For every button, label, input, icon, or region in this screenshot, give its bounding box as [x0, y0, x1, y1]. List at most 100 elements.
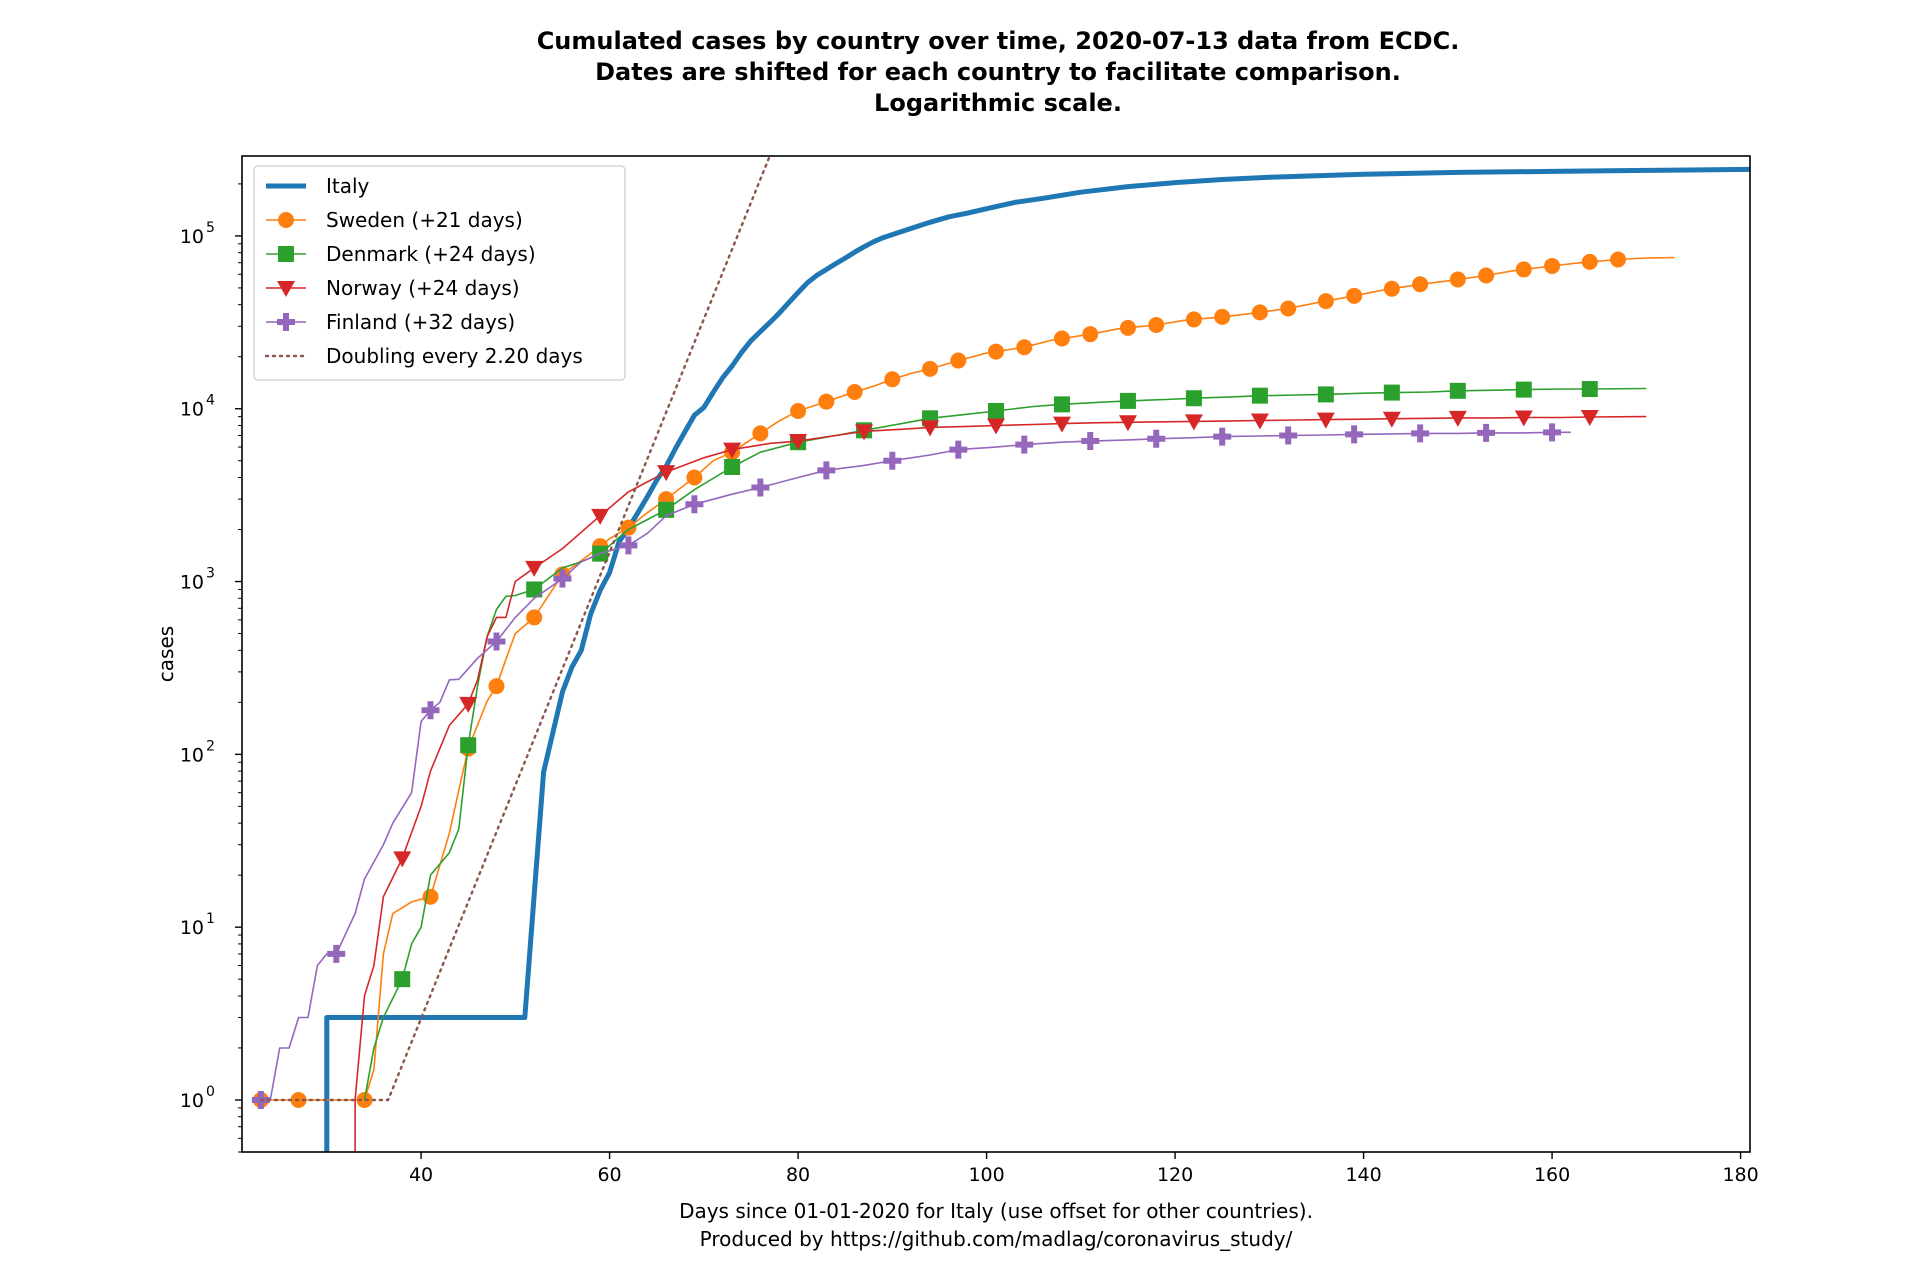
series-3-marker-15	[1317, 386, 1334, 403]
series-line-5	[260, 431, 1571, 1101]
legend-label-1: Italy	[326, 174, 370, 198]
series-2-marker-36	[1478, 267, 1495, 284]
series-2-marker-37	[1515, 261, 1532, 278]
legend-marker-5	[277, 313, 295, 331]
legend-label-6: Doubling every 2.20 days	[326, 344, 583, 368]
series-2-marker-7	[526, 609, 543, 626]
y-tick-label-4: 10	[180, 572, 204, 594]
series-5-marker-9	[817, 461, 836, 480]
series-5-marker-10	[883, 451, 902, 470]
series-4-marker-3	[525, 560, 544, 577]
chart-title-line-1: Cumulated cases by country over time, 20…	[537, 27, 1460, 55]
series-3-marker-19	[1581, 381, 1598, 398]
series-2-marker-24	[1082, 326, 1099, 343]
series-2-marker-28	[1214, 308, 1231, 325]
series-2-marker-38	[1544, 257, 1561, 274]
series-4-marker-19	[1580, 410, 1599, 427]
series-line-3	[363, 387, 1647, 1101]
series-4-marker-6	[723, 442, 742, 459]
series-5-marker-2	[327, 944, 346, 963]
series-2-marker-19	[922, 360, 939, 377]
series-5-marker-8	[751, 478, 770, 497]
series-2-marker-31	[1317, 293, 1334, 310]
y-tick-label-5: 10	[180, 399, 204, 421]
series-4-marker-2	[459, 696, 478, 713]
series-2-marker-21	[988, 343, 1004, 360]
y-tick-exponent-2: 1	[206, 911, 215, 927]
series-3-marker-12	[1119, 392, 1136, 409]
legend-box	[253, 165, 626, 381]
series-2-marker-6	[488, 678, 505, 695]
legend: Italy Sweden (+21 days) Denmark (+24 days)…	[253, 165, 626, 381]
x-tick-label-4: 100	[968, 1164, 1004, 1186]
series-layer	[251, 156, 1750, 1152]
series-4-marker-17	[1448, 410, 1467, 427]
x-tick-label-7: 160	[1534, 1164, 1570, 1186]
y-axis-label: cases	[154, 626, 178, 682]
series-line-1	[324, 166, 1750, 1152]
x-tick-label-5: 120	[1157, 1164, 1193, 1186]
series-2-marker-25	[1119, 319, 1136, 336]
series-4-marker-1	[393, 851, 412, 868]
series-5-marker-4	[487, 632, 506, 651]
series-3-marker-10	[988, 403, 1004, 420]
series-6	[259, 156, 771, 1102]
series-5-marker-17	[1345, 425, 1364, 444]
legend-label-3: Denmark (+24 days)	[326, 242, 536, 266]
series-line-4	[354, 415, 1647, 1152]
series-2-marker-30	[1280, 300, 1297, 317]
series-2-marker-15	[790, 403, 807, 420]
x-axis-label-line-2: Produced by https://github.com/madlag/co…	[700, 1227, 1293, 1251]
x-tick-label-2: 60	[597, 1164, 621, 1186]
series-4-marker-11	[1052, 416, 1071, 433]
series-2-marker-16	[818, 393, 835, 410]
series-5-marker-16	[1279, 426, 1298, 445]
series-4-marker-8	[855, 424, 874, 441]
series-5-marker-7	[685, 495, 704, 514]
series-1	[324, 166, 1750, 1152]
series-2-marker-10	[620, 519, 637, 536]
y-tick-exponent-5: 4	[206, 393, 215, 409]
chart-title-line-2: Dates are shifted for each country to fa…	[595, 58, 1401, 86]
series-5-marker-15	[1213, 427, 1232, 446]
series-2-marker-39	[1581, 253, 1598, 270]
series-2-marker-40	[1610, 251, 1627, 268]
y-tick-label-6: 10	[180, 226, 204, 248]
series-4-marker-13	[1184, 414, 1203, 431]
series-3	[363, 381, 1647, 1101]
y-tick-exponent-6: 5	[206, 220, 215, 236]
series-5	[251, 423, 1571, 1109]
series-3-marker-17	[1449, 382, 1466, 399]
legend-marker-4	[277, 281, 295, 297]
series-2-marker-14	[752, 425, 769, 442]
series-5-marker-20	[1543, 423, 1562, 442]
x-axis: 40 60 80 100 120 140 160 180	[409, 1152, 1759, 1186]
series-2-marker-12	[686, 469, 703, 486]
x-tick-label-6: 140	[1345, 1164, 1381, 1186]
series-3-marker-2	[460, 737, 477, 754]
series-4-marker-10	[987, 418, 1005, 435]
series-5-marker-11	[949, 440, 968, 459]
series-3-marker-1	[394, 971, 411, 988]
legend-marker-3	[278, 246, 294, 262]
series-2-marker-18	[884, 371, 901, 388]
series-5-marker-5	[553, 569, 572, 588]
series-2-marker-35	[1449, 271, 1466, 288]
series-3-marker-6	[724, 459, 741, 476]
y-tick-exponent-1: 0	[206, 1084, 215, 1100]
series-2-marker-23	[1053, 330, 1070, 347]
series-5-marker-12	[1015, 435, 1034, 454]
series-line-2	[260, 256, 1675, 1101]
chart-title: Cumulated cases by country over time, 20…	[537, 27, 1460, 117]
series-2-marker-32	[1346, 287, 1363, 304]
x-axis-label-line-1: Days since 01-01-2020 for Italy (use off…	[679, 1199, 1313, 1223]
y-tick-label-2: 10	[180, 917, 204, 939]
legend-label-2: Sweden (+21 days)	[326, 208, 523, 232]
legend-label-4: Norway (+24 days)	[326, 276, 520, 300]
series-2-marker-17	[846, 383, 863, 400]
series-2-marker-33	[1383, 280, 1400, 297]
y-tick-exponent-3: 2	[206, 738, 215, 754]
y-tick-exponent-4: 3	[206, 566, 215, 582]
